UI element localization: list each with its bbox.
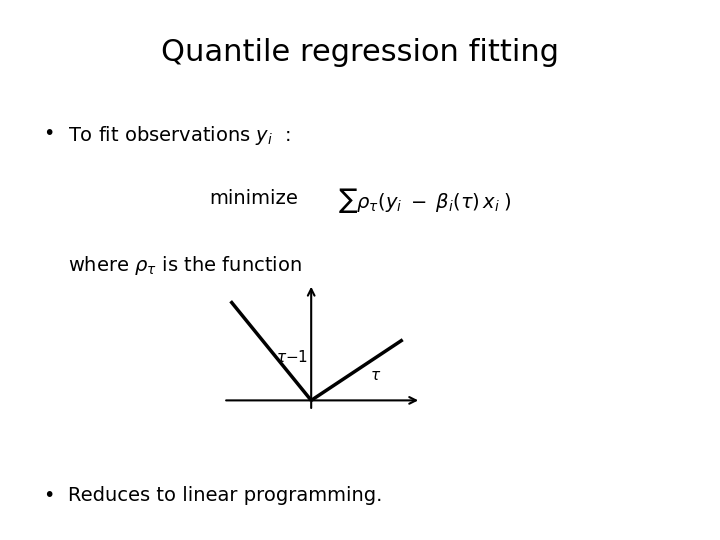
Text: $\sum \rho_\tau(y_i\;-\;\beta_i(\tau)\,x_i\;)$: $\sum \rho_\tau(y_i\;-\;\beta_i(\tau)\,x… bbox=[338, 186, 512, 215]
Text: minimize: minimize bbox=[209, 189, 297, 208]
Text: To fit observations $y_i$  :: To fit observations $y_i$ : bbox=[68, 124, 291, 147]
Text: •: • bbox=[43, 486, 55, 505]
Text: $\tau$: $\tau$ bbox=[370, 368, 381, 383]
Text: •: • bbox=[43, 124, 55, 143]
Text: Reduces to linear programming.: Reduces to linear programming. bbox=[68, 486, 383, 505]
Text: where $\rho_\tau$ is the function: where $\rho_\tau$ is the function bbox=[68, 254, 302, 277]
Text: Quantile regression fitting: Quantile regression fitting bbox=[161, 38, 559, 67]
Text: $\tau{-}1$: $\tau{-}1$ bbox=[276, 349, 308, 365]
